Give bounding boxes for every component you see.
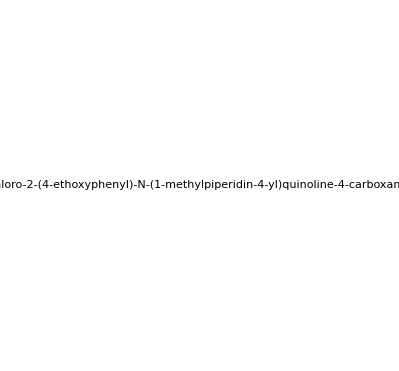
Text: 6-chloro-2-(4-ethoxyphenyl)-N-(1-methylpiperidin-4-yl)quinoline-4-carboxamide: 6-chloro-2-(4-ethoxyphenyl)-N-(1-methylp…: [0, 181, 399, 190]
